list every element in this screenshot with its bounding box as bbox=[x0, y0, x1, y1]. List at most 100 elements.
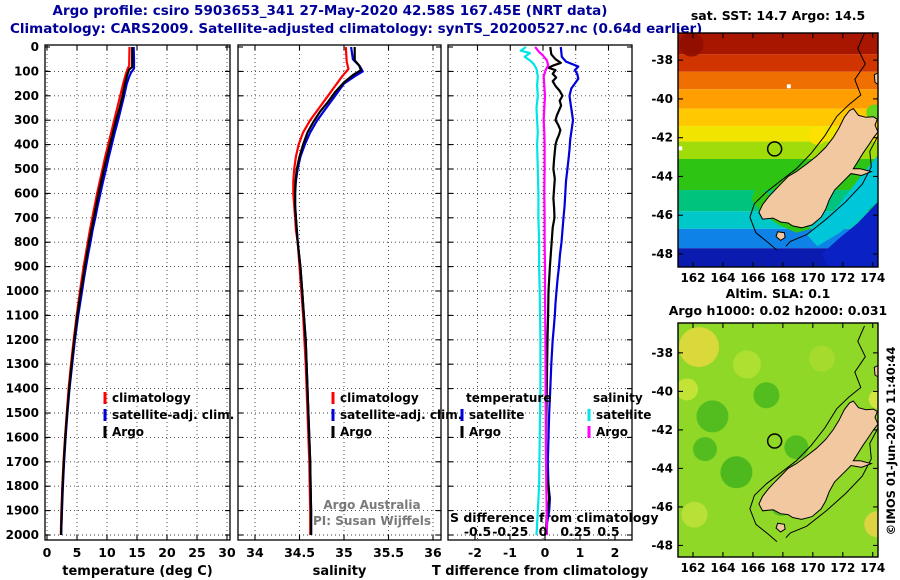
s-tick-label: 0 bbox=[539, 524, 548, 539]
series bbox=[519, 46, 580, 536]
map-y-tick-label: -42 bbox=[651, 423, 673, 437]
panel-temperature: 0100200300400500600700800900100011001200… bbox=[6, 40, 236, 579]
map-y-tick-label: -40 bbox=[651, 92, 673, 106]
north-island-fragment bbox=[873, 364, 878, 378]
legend-label: satellite-adj. clim. bbox=[112, 408, 234, 422]
depth-tick-label: 700 bbox=[14, 211, 39, 225]
map-y-tick-label: -38 bbox=[651, 346, 673, 360]
pi-annotation: PI: Susan Wijffels bbox=[313, 514, 431, 528]
x-tick-label: 0 bbox=[541, 545, 550, 560]
map-y-tick-label: -48 bbox=[651, 538, 673, 552]
panel-difference: -2 -1 0 1 2 -0.5 -0.25 0 0.25 0.5 T difference fro… bbox=[432, 44, 651, 579]
sst-map: 162 164 166 168 170 172 174 -38 -40 -42 -44 -46 -48 bbox=[651, 32, 885, 285]
float-location-marker bbox=[766, 433, 783, 449]
map-x-tick-label: 170 bbox=[800, 561, 825, 575]
x-tick-label: 5 bbox=[73, 545, 82, 560]
depth-tick-label: 1700 bbox=[6, 455, 39, 469]
depth-tick-label: 1500 bbox=[6, 406, 39, 420]
depth-tick-label: 1100 bbox=[6, 308, 39, 322]
legend-label: satellite-adj. clim. bbox=[340, 408, 462, 422]
axis-label-temperature: temperature (deg C) bbox=[62, 564, 212, 579]
x-tick-label: 36 bbox=[424, 545, 442, 560]
figure-title: Argo profile: csiro 5903653_341 27-May-2… bbox=[52, 3, 608, 19]
argo-height-annotation: Argo h1000: 0.02 h2000: 0.031 bbox=[668, 303, 888, 318]
x-tick-label: 34 bbox=[246, 545, 264, 560]
series-satellite-adj-clim- bbox=[60, 46, 136, 536]
legend: climatology satellite-adj. clim. Argo bbox=[331, 391, 462, 439]
depth-tick-label: 1600 bbox=[6, 430, 39, 444]
map-x-tick-label: 174 bbox=[860, 561, 885, 575]
map-x-tick-label: 164 bbox=[710, 561, 735, 575]
x-tick-label: 10 bbox=[98, 545, 116, 560]
sla-map-body bbox=[678, 323, 878, 557]
sst-map-frame bbox=[677, 32, 879, 268]
legend-label: satellite bbox=[469, 408, 524, 422]
s-tick-label: 0.5 bbox=[597, 524, 619, 539]
grid bbox=[46, 46, 229, 539]
depth-tick-label: 100 bbox=[14, 64, 39, 78]
depth-tick-label: 900 bbox=[14, 260, 39, 274]
ticks bbox=[678, 33, 878, 267]
bathymetry-contour bbox=[785, 427, 878, 539]
sst-map-title: sat. SST: 14.7 Argo: 14.5 bbox=[690, 8, 866, 23]
depth-tick-label: 1800 bbox=[6, 479, 39, 493]
float-location-marker bbox=[766, 141, 783, 157]
depth-tick-label: 400 bbox=[14, 138, 39, 152]
legend-label: climatology bbox=[340, 391, 419, 405]
depth-tick-label: 1300 bbox=[6, 357, 39, 371]
legend-label: Argo bbox=[469, 425, 501, 439]
x-tick-label: 25 bbox=[188, 545, 205, 560]
x-tick-label: 35.5 bbox=[373, 545, 404, 560]
bathymetry-contour bbox=[749, 33, 866, 251]
map-x-tick-label: 164 bbox=[710, 271, 735, 285]
legend: climatology satellite-adj. clim. Argo bbox=[103, 391, 234, 439]
legend: temperature satellite Argo salinity satellit… bbox=[460, 391, 651, 439]
map-x-tick-label: 162 bbox=[680, 271, 705, 285]
stewart-island bbox=[775, 522, 786, 533]
depth-tick-label: 1200 bbox=[6, 333, 39, 347]
depth-tick-label: 600 bbox=[14, 186, 39, 200]
series-s-satellite bbox=[519, 46, 542, 536]
figure-subtitle: Climatology: CARS2009. Satellite-adjuste… bbox=[10, 21, 703, 37]
x-tick-label: -1 bbox=[503, 545, 517, 560]
altimetry-sla-annotation: Altim. SLA: 0.1 bbox=[725, 286, 831, 301]
s-tick-label: 0.25 bbox=[560, 524, 591, 539]
series bbox=[59, 46, 136, 536]
sst-map-body bbox=[678, 33, 878, 267]
series-argo bbox=[294, 47, 362, 535]
panel-salinity: 34 34.5 35 35.5 36 salinity climatology satelli… bbox=[237, 44, 462, 579]
x-tick-label: 34.5 bbox=[284, 545, 315, 560]
sla-map-frame bbox=[677, 322, 879, 558]
map-y-tick-label: -44 bbox=[651, 169, 673, 183]
x-tick-label: 2 bbox=[611, 545, 620, 560]
axis-label-salinity: salinity bbox=[313, 564, 367, 579]
map-x-tick-label: 166 bbox=[740, 271, 765, 285]
series-t-satellite bbox=[545, 46, 580, 536]
map-x-tick-label: 170 bbox=[800, 271, 825, 285]
x-tick-label: 30 bbox=[218, 545, 236, 560]
map-y-tick-label: -42 bbox=[651, 131, 673, 145]
sla-map: 162 164 166 168 170 172 174 -38 -40 -42 -44 -46 -48 bbox=[651, 322, 885, 575]
depth-tick-label: 0 bbox=[31, 40, 39, 54]
series-satellite-adj-clim- bbox=[294, 46, 364, 535]
s-difference-inner-label: S difference from climatology bbox=[450, 510, 659, 525]
grid bbox=[239, 46, 440, 539]
legend-label: climatology bbox=[112, 391, 191, 405]
depth-tick-label: 1000 bbox=[6, 284, 39, 298]
x-tick-label: 15 bbox=[128, 545, 145, 560]
legend-label: satellite bbox=[596, 408, 651, 422]
axes-frame bbox=[237, 44, 442, 541]
x-tick-label: 0 bbox=[43, 545, 52, 560]
map-x-tick-label: 174 bbox=[860, 271, 885, 285]
legend-header: salinity bbox=[593, 391, 643, 405]
x-tick-label: -2 bbox=[468, 545, 482, 560]
map-y-tick-label: -40 bbox=[651, 384, 673, 398]
x-tick-label: 20 bbox=[158, 545, 176, 560]
s-tick-label: -0.25 bbox=[492, 524, 528, 539]
depth-tick-label: 200 bbox=[14, 89, 39, 103]
map-x-tick-label: 168 bbox=[770, 561, 795, 575]
x-tick-label: 35 bbox=[335, 545, 352, 560]
axes-frame bbox=[447, 44, 633, 541]
